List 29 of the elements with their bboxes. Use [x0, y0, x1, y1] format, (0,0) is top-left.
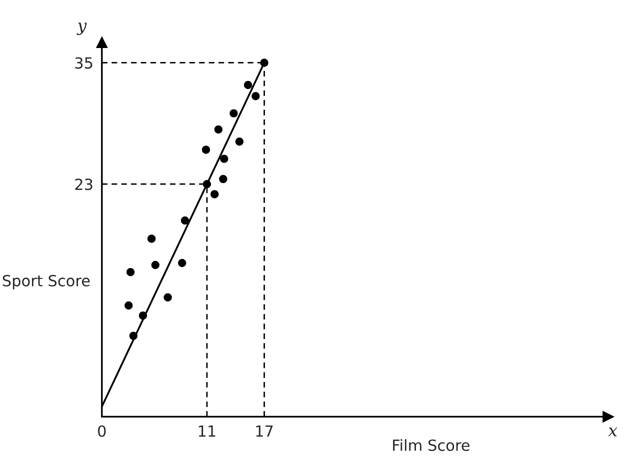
- point: [164, 293, 172, 302]
- x-tick-label: 17: [256, 426, 273, 437]
- y-tick-label: 35: [75, 57, 92, 69]
- point: [147, 234, 156, 243]
- point: [180, 216, 190, 225]
- x-tick-label: 11: [198, 426, 216, 437]
- point: [202, 146, 210, 154]
- point: [138, 311, 148, 320]
- point: [202, 180, 212, 188]
- point: [129, 332, 138, 340]
- point: [126, 268, 135, 276]
- x-tick-label: 0: [98, 425, 106, 437]
- text: x: [608, 428, 618, 436]
- point: [151, 260, 160, 270]
- x-axis-title: Film Score: [393, 439, 470, 452]
- point: [244, 80, 252, 90]
- point: [178, 258, 186, 268]
- text: y: [76, 22, 87, 36]
- point: [235, 138, 244, 146]
- point: [210, 190, 219, 198]
- point: [260, 58, 268, 67]
- y-axis-title: Sport Score: [2, 274, 90, 290]
- point: [252, 92, 260, 100]
- point: [214, 125, 223, 134]
- point: [220, 154, 228, 163]
- point: [230, 109, 238, 118]
- y-tick-label: 23: [75, 178, 92, 190]
- point: [124, 301, 133, 310]
- point: [219, 174, 228, 184]
